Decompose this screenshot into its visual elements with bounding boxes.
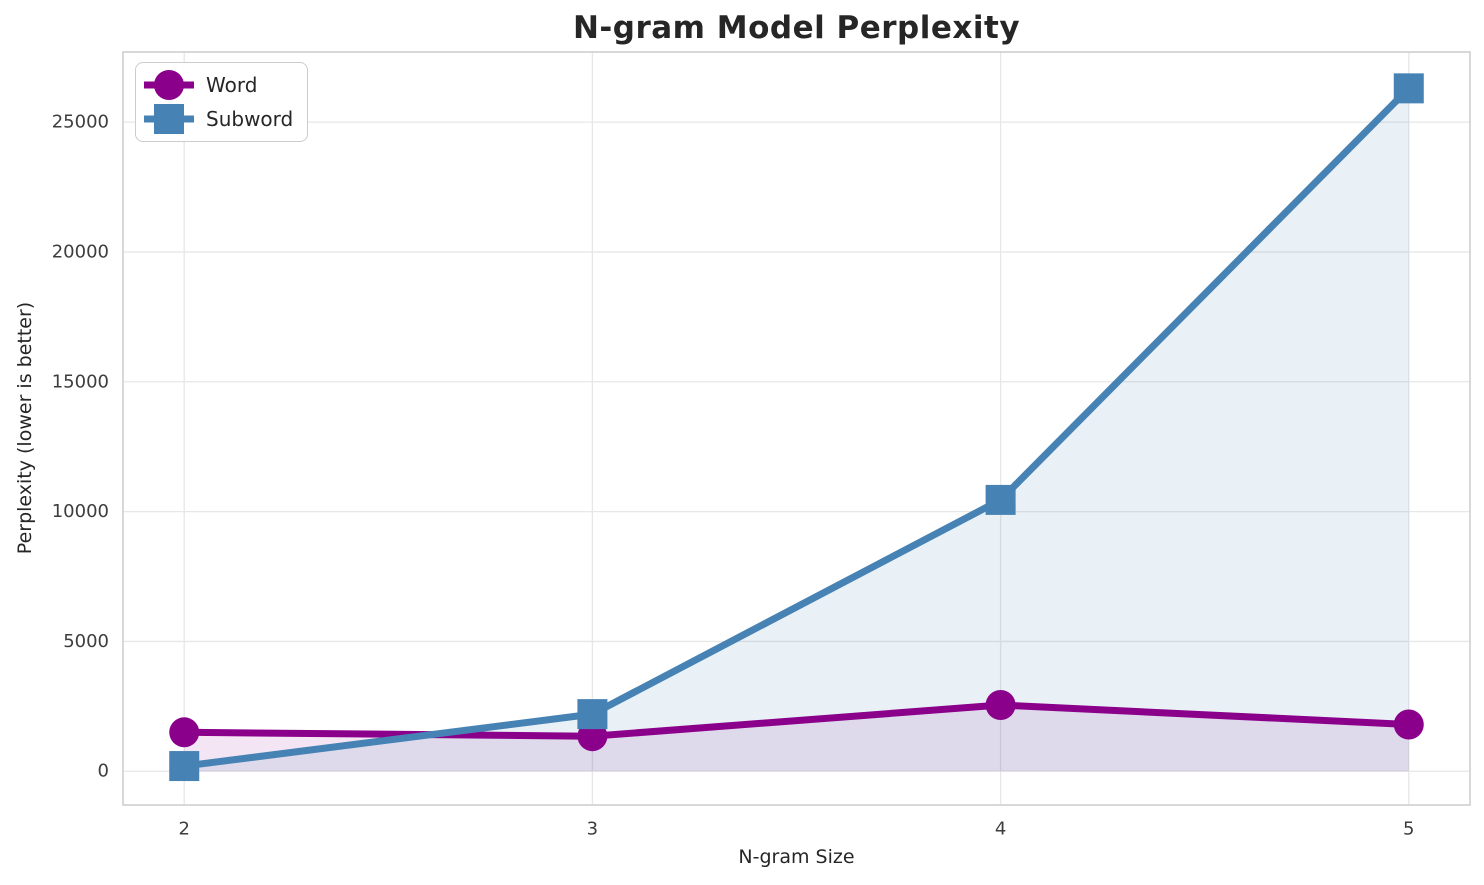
chart-title: N-gram Model Perplexity	[572, 10, 1021, 46]
y-tick-label: 15000	[52, 371, 109, 392]
x-axis-label: N-gram Size	[738, 846, 855, 868]
x-tick-label: 3	[587, 819, 598, 840]
y-axis-label: Perplexity (lower is better)	[14, 301, 36, 555]
series-line-subword	[180, 84, 1413, 770]
x-tick-label: 2	[179, 819, 190, 840]
y-tick-label: 10000	[52, 501, 109, 522]
data-point-word	[985, 690, 1016, 721]
area-fill-word	[184, 705, 1409, 772]
legend-label: Word	[206, 73, 258, 97]
legend-item-subword: Subword	[144, 103, 293, 135]
area-fill-subword	[184, 88, 1409, 772]
x-tick-label: 4	[995, 819, 1006, 840]
data-point-subword	[1393, 73, 1424, 104]
series-line-word	[180, 701, 1413, 740]
data-point-subword	[985, 484, 1016, 515]
square-marker-icon	[144, 104, 194, 134]
y-tick-label: 20000	[52, 241, 109, 262]
legend-item-word: Word	[144, 69, 293, 101]
data-point-word	[169, 717, 200, 748]
legend-label: Subword	[206, 107, 294, 131]
y-tick-label: 5000	[63, 631, 109, 652]
y-tick-label: 25000	[52, 112, 109, 133]
x-tick-label: 5	[1403, 819, 1414, 840]
data-point-subword	[577, 699, 608, 730]
circle-marker-icon	[144, 70, 194, 100]
plot-border	[122, 51, 1471, 806]
y-tick-label: 0	[98, 761, 109, 782]
data-point-subword	[169, 751, 200, 782]
data-point-word	[1393, 709, 1424, 740]
legend: Word Subword	[135, 62, 309, 142]
